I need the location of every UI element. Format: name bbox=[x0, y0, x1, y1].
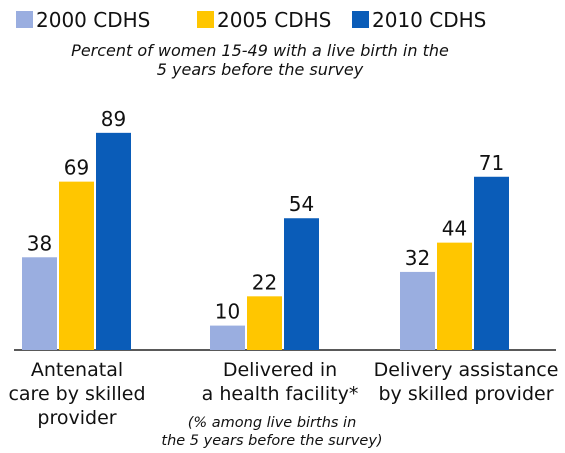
data-label: 10 bbox=[215, 300, 240, 324]
bar bbox=[474, 176, 509, 350]
category-label-line: provider bbox=[37, 407, 116, 429]
data-label: 44 bbox=[442, 217, 467, 241]
legend-label: 2010 CDHS bbox=[372, 8, 486, 32]
category-label-line: Antenatal bbox=[31, 359, 123, 381]
bar bbox=[400, 271, 435, 350]
bar bbox=[59, 181, 94, 350]
bar bbox=[247, 296, 282, 350]
subtitle-line: Percent of women 15-49 with a live birth… bbox=[71, 41, 449, 60]
data-label: 71 bbox=[479, 151, 504, 175]
legend-label: 2000 CDHS bbox=[36, 8, 150, 32]
category-label-line: care by skilled bbox=[8, 383, 145, 405]
category-label: Delivered in a health facility* bbox=[202, 359, 359, 405]
annotation-line: (% among live births in bbox=[188, 415, 357, 431]
data-label: 69 bbox=[64, 156, 89, 180]
data-label: 32 bbox=[405, 246, 430, 270]
category-label-line: by skilled provider bbox=[378, 383, 553, 405]
data-label: 89 bbox=[101, 107, 126, 131]
bar bbox=[22, 257, 57, 350]
data-label: 38 bbox=[27, 231, 52, 255]
legend-swatch bbox=[197, 11, 214, 28]
category-label: Delivery assistance by skilled provider bbox=[374, 359, 559, 405]
data-label: 54 bbox=[289, 192, 314, 216]
bar bbox=[284, 218, 319, 350]
data-label: 22 bbox=[252, 270, 277, 294]
annotation-line: the 5 years before the survey) bbox=[161, 433, 382, 449]
category-label-line: Delivered in bbox=[223, 359, 337, 381]
bar bbox=[96, 132, 131, 350]
category-label-line: a health facility* bbox=[202, 383, 359, 405]
subtitle: Percent of women 15-49 with a live birth… bbox=[71, 41, 449, 79]
legend-swatch bbox=[352, 11, 369, 28]
legend-swatch bbox=[16, 11, 33, 28]
annotation: (% among live births in the 5 years befor… bbox=[161, 415, 382, 449]
legend-label: 2005 CDHS bbox=[217, 8, 331, 32]
category-label: Antenatal care by skilled provider bbox=[8, 359, 145, 429]
bar bbox=[437, 242, 472, 350]
bar bbox=[210, 325, 245, 350]
category-label-line: Delivery assistance bbox=[374, 359, 559, 381]
subtitle-line: 5 years before the survey bbox=[157, 60, 364, 79]
